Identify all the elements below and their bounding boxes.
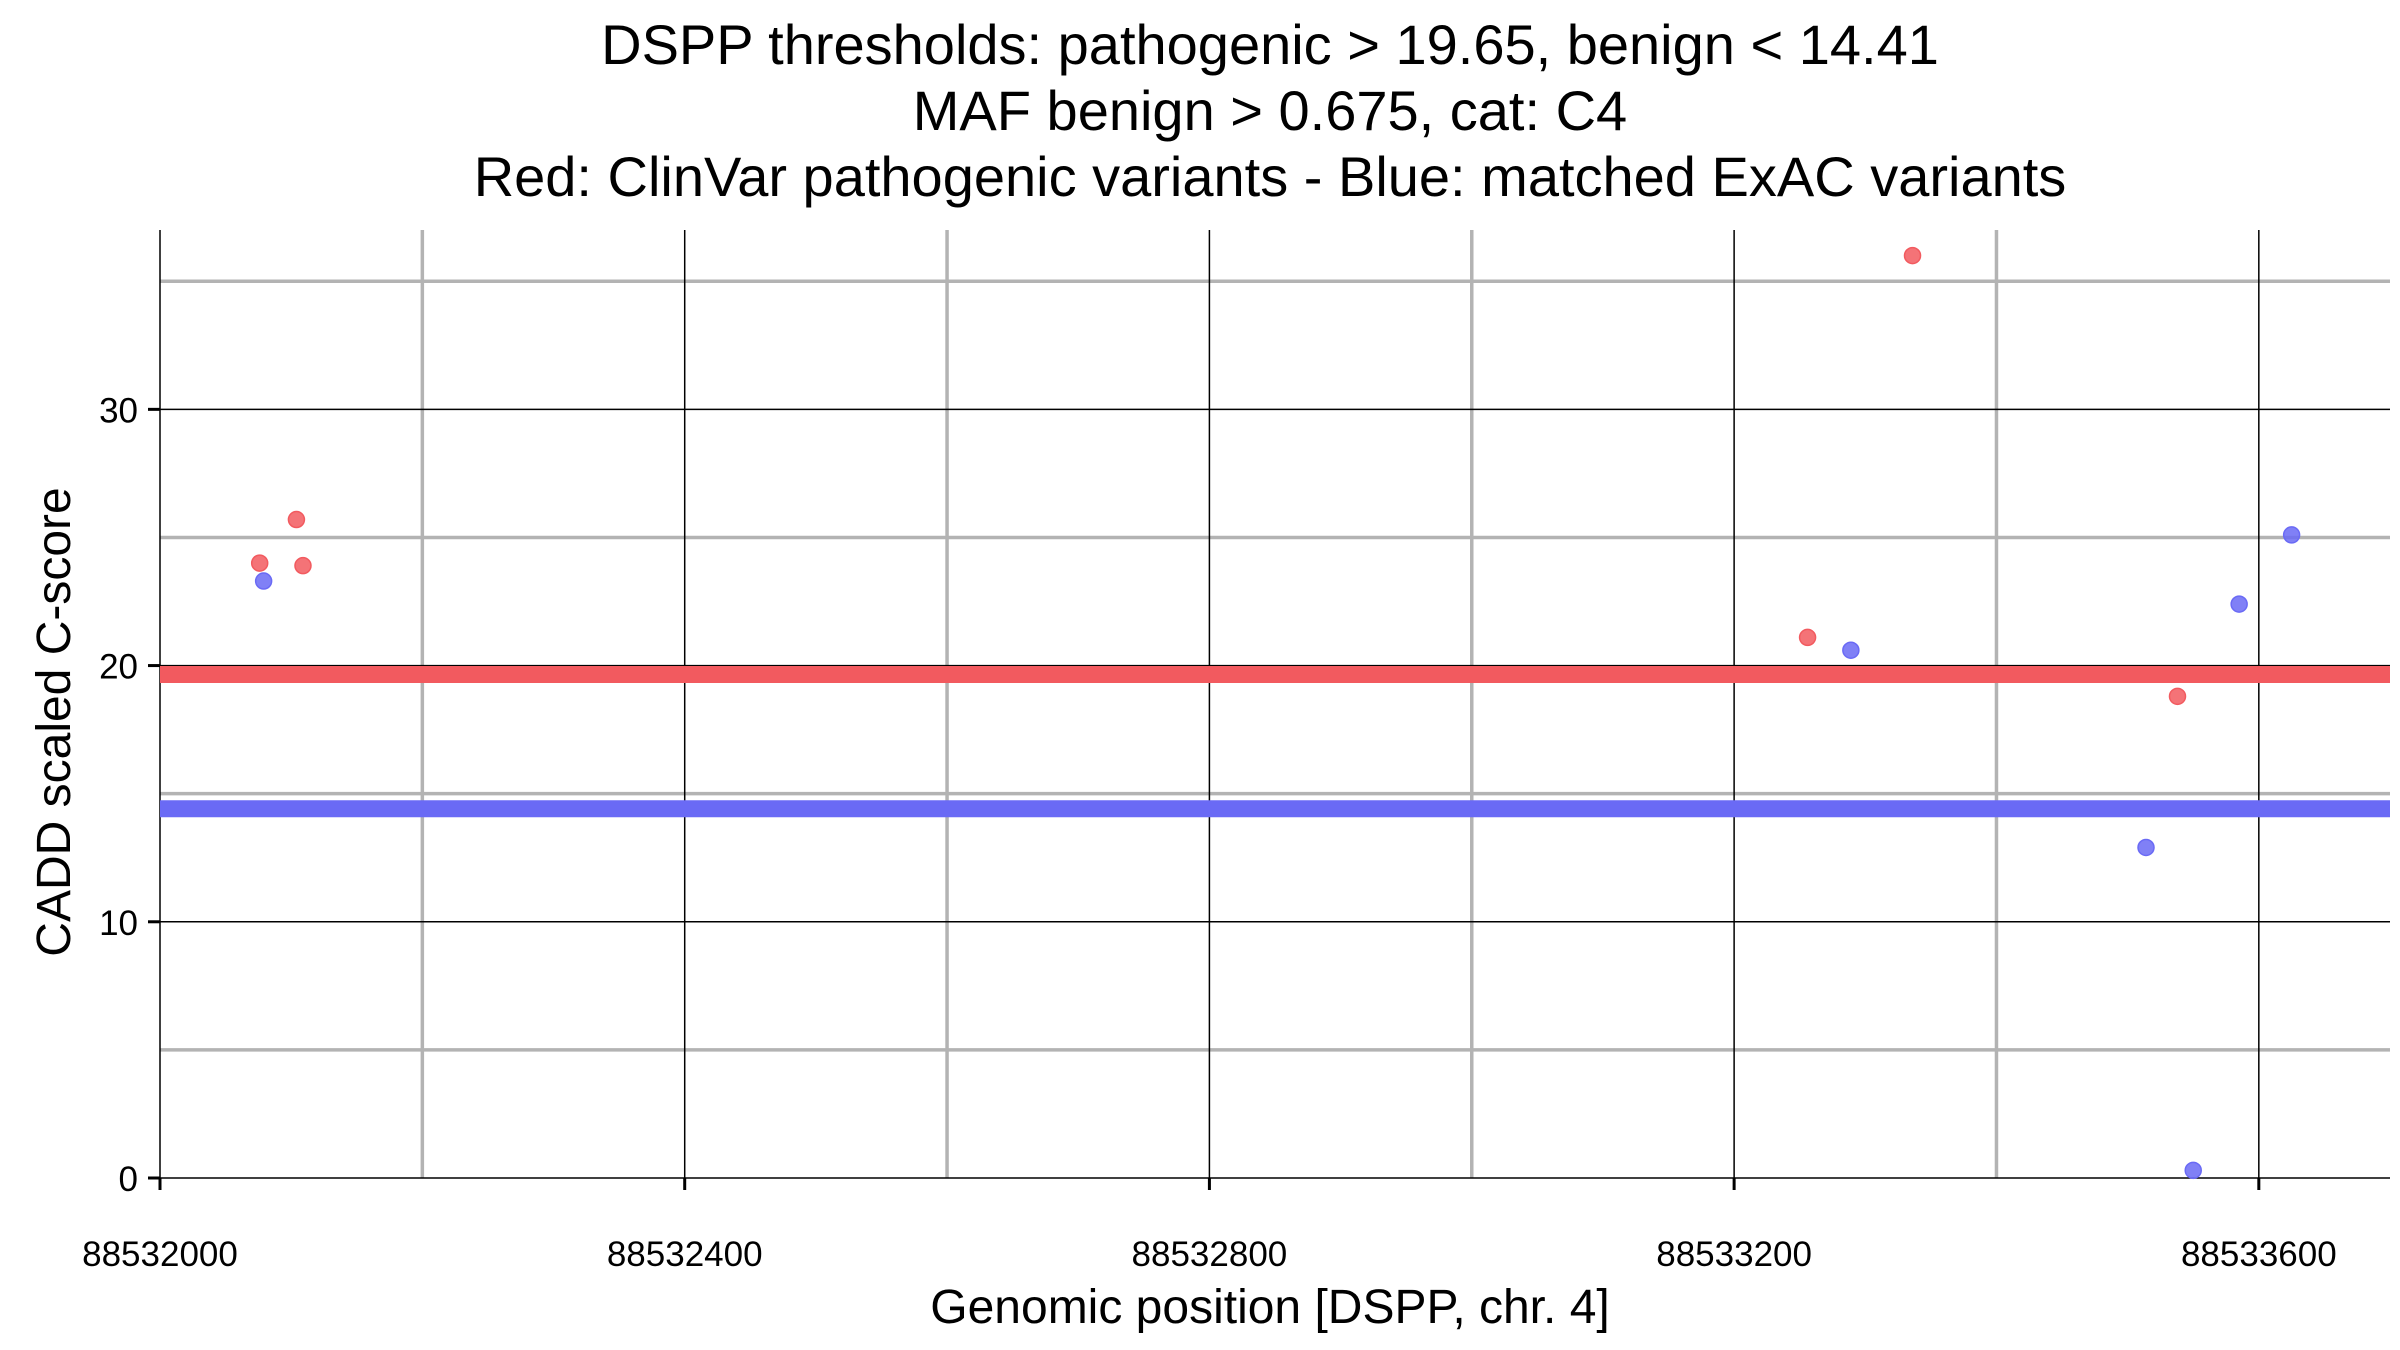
x-axis-label: Genomic position [DSPP, chr. 4] <box>930 1281 1609 1334</box>
exac-point <box>1842 641 1860 659</box>
exac-point <box>254 572 273 590</box>
major-grid <box>159 230 2390 1179</box>
clinvar-point <box>2168 687 2187 706</box>
clinvar-point <box>287 510 306 529</box>
data-points <box>250 246 2301 1180</box>
title-line-1: DSPP thresholds: pathogenic > 19.65, ben… <box>601 13 1939 76</box>
axes: 88532000 88532400 88532800 88533200 88533600… <box>82 391 2337 1274</box>
x-tick-label: 88533200 <box>1656 1235 1812 1274</box>
exac-point <box>2137 838 2155 857</box>
clinvar-point <box>1903 246 1922 265</box>
threshold-lines <box>160 666 2390 818</box>
y-axis-label: CADD scaled C-score <box>28 487 81 956</box>
chart-title: DSPP thresholds: pathogenic > 19.65, ben… <box>474 13 2067 208</box>
y-tick-label: 0 <box>119 1160 138 1199</box>
x-tick-label: 88532000 <box>82 1235 238 1274</box>
x-tick-label: 88532400 <box>607 1235 763 1274</box>
title-line-3: Red: ClinVar pathogenic variants - Blue:… <box>474 145 2067 208</box>
x-tick-label: 88532800 <box>1132 1235 1288 1274</box>
clinvar-point <box>1798 628 1817 647</box>
clinvar-point <box>294 556 312 575</box>
y-tick-label: 10 <box>99 904 138 943</box>
clinvar-point <box>250 554 269 572</box>
minor-grid <box>160 230 2390 1178</box>
title-line-2: MAF benign > 0.675, cat: C4 <box>913 79 1627 142</box>
x-tick-label: 88533600 <box>2181 1235 2337 1274</box>
exac-point <box>2230 595 2248 613</box>
y-tick-label: 20 <box>99 648 138 687</box>
y-tick-label: 30 <box>99 391 138 430</box>
exac-point <box>2184 1161 2202 1180</box>
exac-point <box>2282 526 2301 544</box>
